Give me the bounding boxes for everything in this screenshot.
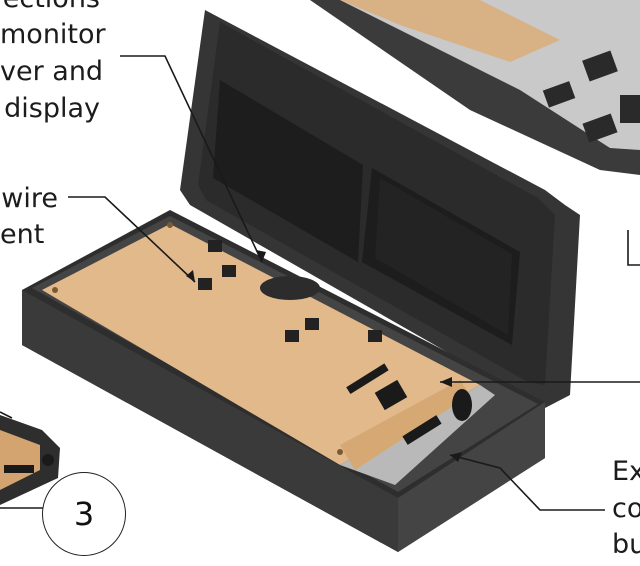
- side-part: [0, 415, 60, 505]
- background-assembly: [310, 0, 640, 175]
- left-screen: [213, 80, 363, 262]
- lid: [180, 10, 580, 408]
- label-mid-line1: wire: [1, 183, 58, 214]
- label-mid-line2: ent: [0, 219, 45, 250]
- label-top-line1: ections: [0, 0, 100, 16]
- label-bottom-line1: Ex: [612, 456, 640, 487]
- label-top-line3: ver and: [0, 56, 104, 87]
- label-top-line4: display: [4, 93, 100, 124]
- pcb: [42, 224, 480, 465]
- base: [22, 210, 545, 552]
- leader-lines: [0, 55, 640, 511]
- callout-number: 3: [42, 472, 126, 556]
- label-top-line2: monitor: [0, 19, 106, 50]
- label-bottom-line2: co: [612, 493, 640, 524]
- label-bottom-line3: bu: [612, 529, 640, 560]
